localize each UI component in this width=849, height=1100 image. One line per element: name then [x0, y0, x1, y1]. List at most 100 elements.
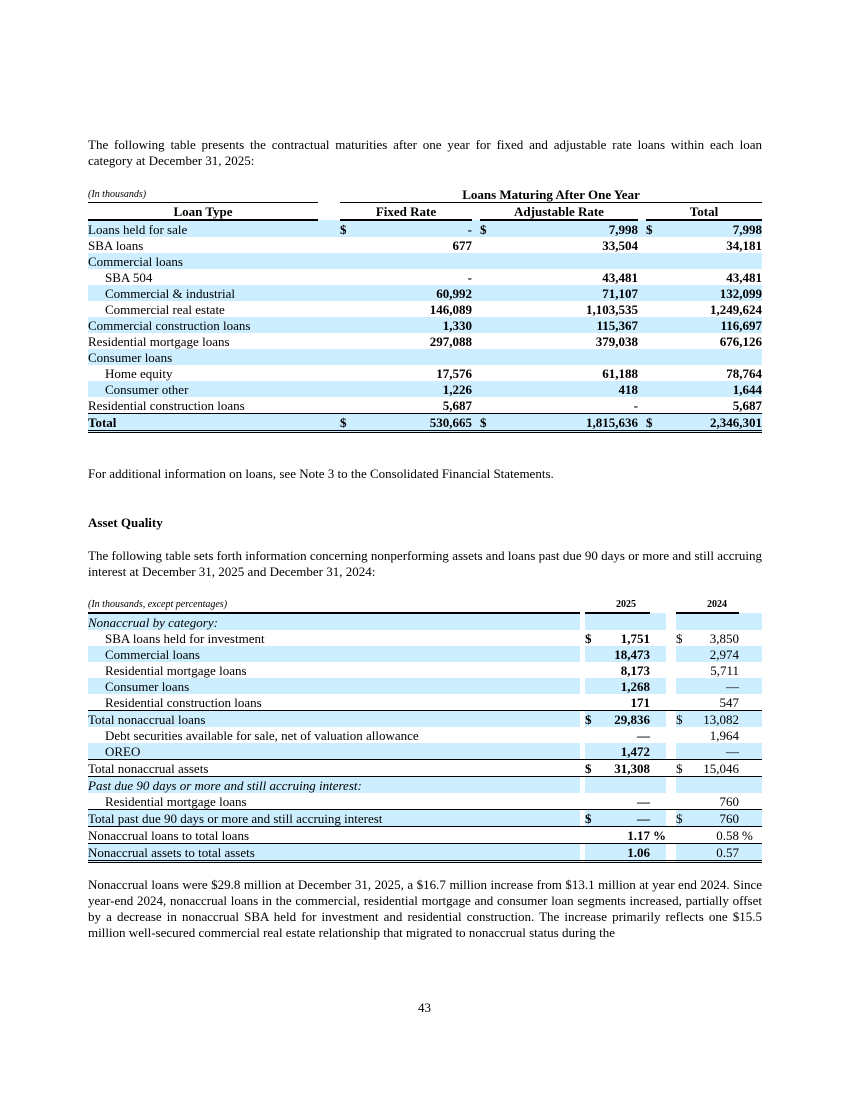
row-label: Debt securities available for sale, net … [105, 727, 419, 743]
row-label: Residential mortgage loans [105, 662, 247, 678]
value-2025: 1,472 [597, 743, 650, 760]
table-row: Loans held for sale $ - $7,998 $7,998 [88, 220, 763, 237]
percent-sign [739, 743, 762, 760]
percent-sign: % [739, 826, 762, 844]
fixed-rate-value: 60,992 [365, 285, 472, 301]
dollar-sign: $ [676, 809, 688, 827]
percent-sign [739, 694, 762, 711]
value-2025: 171 [597, 694, 650, 711]
dollar-sign: $ [585, 759, 597, 777]
percent-sign [650, 710, 666, 727]
dollar-sign [340, 397, 365, 414]
row-label: Residential construction loans [88, 694, 580, 711]
dollar-sign: $ [340, 413, 365, 433]
dollar-sign [646, 269, 666, 285]
nonperforming-assets-table: (In thousands, except percentages) 2025 … [88, 596, 762, 863]
dollar-sign [585, 743, 597, 760]
value-2024: 0.58 [688, 826, 739, 844]
row-label: Consumer loans [88, 349, 318, 365]
total-value [666, 349, 763, 365]
table-row: Nonaccrual by category: [88, 613, 762, 630]
dollar-sign [480, 365, 500, 381]
fixed-rate-value [365, 349, 472, 365]
row-label: SBA loans held for investment [105, 630, 265, 646]
percent-sign [650, 759, 666, 777]
dollar-sign: $ [340, 220, 365, 237]
table-row: Total nonaccrual assets $31,308 $15,046 [88, 759, 762, 777]
dollar-sign [646, 237, 666, 253]
table-row: Consumer other 1,226 418 1,644 [88, 381, 763, 397]
table-row: Residential mortgage loans 8,173 5,711 [88, 662, 762, 678]
dollar-sign [340, 365, 365, 381]
table-row: Total $530,665 $1,815,636 $2,346,301 [88, 413, 763, 433]
table-row: Debt securities available for sale, net … [88, 727, 762, 743]
dollar-sign [585, 678, 597, 694]
dollar-sign [340, 333, 365, 349]
row-label: Commercial & industrial [88, 285, 318, 301]
dollar-sign [646, 365, 666, 381]
value-2025: — [637, 727, 650, 743]
fixed-rate-value: 1,226 [365, 381, 472, 397]
unit-label-2: (In thousands, except percentages) [88, 596, 580, 614]
dollar-sign [480, 317, 500, 333]
fixed-rate-value: 530,665 [365, 413, 472, 433]
value-2025: 1,751 [620, 630, 650, 646]
adjustable-rate-value: 418 [500, 381, 638, 397]
table-row: Past due 90 days or more and still accru… [88, 776, 762, 793]
percent-sign [739, 678, 762, 694]
total-value: 34,181 [726, 237, 763, 253]
total-value: 1,644 [666, 381, 763, 397]
total-value: 116,697 [666, 317, 763, 333]
percent-sign [739, 843, 762, 863]
dollar-sign [480, 381, 500, 397]
value-2024: 15,046 [688, 759, 739, 777]
dollar-sign [585, 694, 597, 711]
table-row: Commercial loans 18,473 2,974 [88, 646, 762, 662]
row-label: SBA loans [88, 237, 144, 253]
adjustable-rate-value: 7,998 [500, 220, 638, 237]
intro-paragraph: The following table presents the contrac… [88, 137, 762, 168]
row-label: Residential mortgage loans [88, 333, 230, 349]
dollar-sign: $ [480, 220, 500, 237]
value-2024: 1,964 [709, 727, 739, 743]
dollar-sign [585, 793, 597, 810]
dollar-sign [340, 301, 365, 317]
dollar-sign [585, 843, 597, 863]
year-header-2025: 2025 [585, 596, 650, 614]
dollar-sign [340, 237, 365, 253]
dollar-sign: $ [585, 809, 597, 827]
dollar-sign [676, 776, 688, 793]
dollar-sign [340, 349, 365, 365]
percent-sign [739, 613, 762, 630]
adjustable-rate-value: 33,504 [602, 237, 638, 253]
table-row: Commercial real estate 146,089 1,103,535 1,… [88, 301, 762, 317]
dollar-sign: $ [585, 710, 597, 727]
table-row: Total past due 90 days or more and still… [88, 809, 762, 827]
adjustable-rate-value: 61,188 [602, 365, 638, 381]
dollar-sign [480, 269, 500, 285]
table-row: Consumer loans [88, 349, 763, 365]
percent-sign [650, 694, 666, 711]
row-label: Nonaccrual loans to total loans [88, 826, 580, 844]
fixed-rate-value: - [467, 269, 472, 285]
closing-paragraph: Nonaccrual loans were $29.8 million at D… [88, 877, 762, 940]
dollar-sign [646, 349, 666, 365]
col-header-fixed: Fixed Rate [340, 202, 472, 221]
value-2025: 1,268 [597, 678, 650, 694]
value-2024: — [688, 743, 739, 760]
value-2024: 2,974 [688, 646, 739, 662]
table-row: Total nonaccrual loans $29,836 $13,082 [88, 710, 762, 727]
row-label: Nonaccrual assets to total assets [88, 843, 580, 863]
table-row: OREO 1,472 — [88, 743, 762, 760]
table-row: Residential mortgage loans 297,088 379,038… [88, 333, 762, 349]
table-row: SBA loans held for investment $1,751 $3,85… [88, 630, 762, 646]
percent-sign [739, 630, 762, 646]
adjustable-rate-value: 43,481 [602, 269, 638, 285]
dollar-sign [646, 381, 666, 397]
dollar-sign [676, 694, 688, 711]
row-label: Commercial loans [88, 253, 318, 269]
group-header: Loans Maturing After One Year [340, 186, 763, 203]
fixed-rate-value: - [365, 220, 472, 237]
percent-sign [650, 662, 666, 678]
percent-sign [650, 793, 666, 810]
